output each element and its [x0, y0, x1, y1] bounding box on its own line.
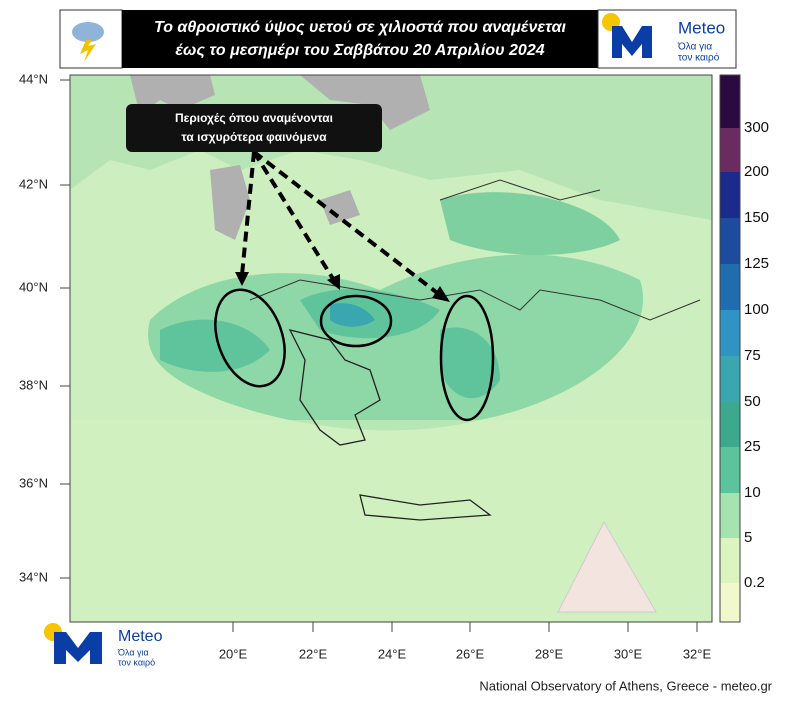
- rain-area: [160, 319, 270, 372]
- border-line: [249, 279, 701, 321]
- colorbar-band: [720, 172, 740, 218]
- colorbar-label: 300: [744, 119, 769, 136]
- rain-area: [440, 192, 620, 255]
- border-line: [439, 179, 601, 201]
- colorbar: 300 200 150 125 100 75 50 25 10 5 0.2: [719, 74, 769, 623]
- cloud-icon: [72, 22, 104, 42]
- lon-label: 28°E: [535, 646, 564, 661]
- map: Περιοχές όπου αναμένονται τα ισχυρότερα …: [69, 74, 713, 623]
- inset-logo: [557, 520, 657, 613]
- map-frame: [69, 74, 713, 623]
- logo-name: Meteo: [678, 18, 725, 37]
- colorbar-band: [720, 583, 740, 622]
- colorbar-band: [720, 402, 740, 447]
- logo-mark: [612, 26, 652, 58]
- header-title: Το αθροιστικό ύψος υετού σε χιλιοστά που…: [154, 19, 566, 36]
- colorbar-band: [720, 493, 740, 538]
- arrow-head: [327, 274, 340, 290]
- annotation: τα ισχυρότερα φαινόμενα: [181, 130, 327, 144]
- colorbar-label: 0.2: [744, 574, 765, 591]
- annotation: Περιοχές όπου αναμένονται: [175, 111, 333, 125]
- colorbar-label: 50: [744, 393, 761, 410]
- colorbar-band: [720, 447, 740, 493]
- lat-label: 38°N: [19, 377, 48, 392]
- highlight-ellipse: [214, 288, 286, 388]
- colorbar-label: 100: [744, 301, 769, 318]
- colorbar-label: 75: [744, 347, 761, 364]
- logo-tagline: τον καιρό: [678, 52, 720, 64]
- footer: National Observatory of Athens, Greece -…: [479, 678, 772, 693]
- logo-tagline: τον καιρό: [118, 657, 155, 667]
- annotation-box: [126, 104, 382, 152]
- arrow-head: [432, 286, 450, 302]
- lat-label: 36°N: [19, 475, 48, 490]
- lon-label: 22°E: [299, 646, 328, 661]
- colorbar-label: 125: [744, 255, 769, 272]
- dry-area: [300, 75, 430, 130]
- header-box: [122, 10, 598, 68]
- coastline: [288, 329, 492, 521]
- lat-label: 42°N: [19, 176, 48, 191]
- colorbar-label: 150: [744, 209, 769, 226]
- colorbar-band: [720, 264, 740, 310]
- logo-name: Meteo: [118, 628, 163, 645]
- dry-area: [210, 165, 250, 240]
- lightning-icon: [80, 40, 96, 62]
- logo-mark: [54, 632, 102, 664]
- colorbar-label: 10: [744, 484, 761, 501]
- arrows: [240, 150, 442, 297]
- lat-label: 34°N: [19, 569, 48, 584]
- lon-label: 20°E: [219, 646, 248, 661]
- colorbar-label: 5: [744, 529, 752, 546]
- lon-label: 30°E: [614, 646, 643, 661]
- arrow-head: [235, 272, 249, 286]
- lat-label: 44°N: [19, 71, 48, 86]
- highlight-ellipse: [439, 294, 495, 422]
- dry-area: [320, 190, 360, 225]
- colorbar-band: [720, 356, 740, 402]
- rain-area: [440, 327, 500, 399]
- lon-label: 24°E: [378, 646, 407, 661]
- axes: 44°N 42°N 40°N 38°N 36°N 34°N 20°E 22°E 24°E 26°E…: [19, 71, 712, 661]
- colorbar-frame: [719, 74, 741, 623]
- lon-label: 32°E: [683, 646, 712, 661]
- colorbar-band: [720, 75, 740, 128]
- rain-area: [330, 303, 375, 327]
- logo-tagline: Όλα για: [117, 647, 149, 657]
- logo-tagline: Όλα για: [677, 42, 712, 53]
- colorbar-band: [720, 538, 740, 583]
- colorbar-label: 200: [744, 163, 769, 180]
- colorbar-band: [720, 128, 740, 172]
- lat-label: 40°N: [19, 279, 48, 294]
- header-title: έως το μεσημέρι του Σαββάτου 20 Απριλίου…: [175, 42, 544, 59]
- colorbar-label: 25: [744, 438, 761, 455]
- colorbar-band: [720, 218, 740, 264]
- lon-label: 26°E: [456, 646, 485, 661]
- colorbar-band: [720, 310, 740, 356]
- highlight-ellipse: [319, 294, 393, 348]
- sea-south: [70, 420, 712, 622]
- rain-area: [148, 254, 644, 431]
